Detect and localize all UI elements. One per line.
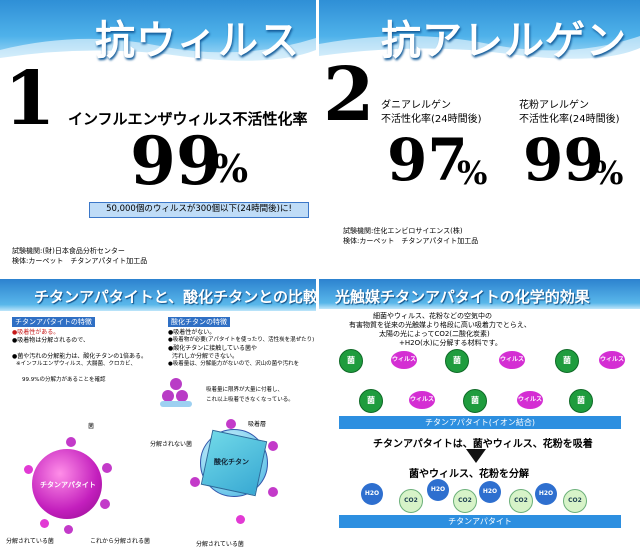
label-decomposed: 分解されている菌 xyxy=(196,541,244,548)
pollen-percent-sign: % xyxy=(593,154,624,192)
pollen-rate-label: 不活性化率(24時間後) xyxy=(519,114,620,125)
h2o-molecule: H2O xyxy=(535,483,557,505)
panel-antivirus: 抗ウィルス 1 インフルエンザウィルス不活性化率 99 % 50,000個のウィ… xyxy=(0,0,316,275)
label-bacteria: 菌 xyxy=(88,423,95,430)
panel-antiallergen: 抗アレルゲン 2 ダニアレルゲン 不活性化率(24時間後) 97 % 花粉アレル… xyxy=(319,0,640,275)
panel-comparison: チタンアパタイトと、酸化チタンとの比較 チタンアパタイトの特徴 ●吸着性がある。… xyxy=(0,279,316,551)
virus-particle: ウィルス xyxy=(391,351,417,369)
percent-value: 99 xyxy=(130,122,222,200)
apatite-feature-item: ●吸着性がある。 xyxy=(12,329,60,336)
bacteria-dot xyxy=(24,465,33,474)
panel-title: チタンアパタイトと、酸化チタンとの比較 xyxy=(34,288,316,306)
test-institution: 試験機関:住化エンビロサイエンス(株) xyxy=(343,227,463,235)
surface-layer xyxy=(160,401,192,407)
panel-banner xyxy=(319,0,640,66)
titania-feature-item: ●吸着物が必要(アパタイトを使ったり、活性炭を混ぜたり) xyxy=(168,337,315,343)
bacteria-dot xyxy=(40,519,49,528)
percent-sign: % xyxy=(212,146,249,191)
bacteria-particle: 菌 xyxy=(555,349,579,373)
adsorb-note: 吸着量に限界が大量に付着し、 xyxy=(206,387,284,393)
panel-number: 1 xyxy=(4,56,56,142)
mite-label: ダニアレルゲン xyxy=(381,100,451,111)
virus-particle: ウィルス xyxy=(599,351,625,369)
bacteria-dot xyxy=(102,463,112,473)
intro-line: 太陽の光によってCO2(二酸化炭素) xyxy=(379,330,490,338)
titania-feature-item: ●酸化チタンに接触している菌や xyxy=(168,345,258,352)
apatite-ionic-bar: チタンアパタイト(イオン結合) xyxy=(339,416,621,429)
bacteria-particle: 菌 xyxy=(569,389,593,413)
panel-banner xyxy=(0,279,316,311)
label-not-decomposed: 分解されない菌 xyxy=(150,441,193,448)
co2-molecule: CO2 xyxy=(453,489,477,513)
titania-label: 酸化チタン xyxy=(214,458,249,466)
bacteria-dot xyxy=(100,499,110,509)
decompose-text: 菌やウィルス、花粉を分解 xyxy=(409,469,529,480)
pollen-label: 花粉アレルゲン xyxy=(519,100,589,111)
titania-features-heading: 酸化チタンの特徴 xyxy=(168,317,230,327)
bacteria-dot xyxy=(268,487,278,497)
bacteria-dot xyxy=(190,477,200,487)
adsorb-text: チタンアパタイトは、菌やウィルス、花粉を吸着 xyxy=(373,439,593,450)
mite-percent: 97 xyxy=(387,126,468,194)
label-adsorb-layer: 吸着層 xyxy=(248,421,267,428)
panel-banner xyxy=(319,279,640,309)
co2-molecule: CO2 xyxy=(563,489,587,513)
panel-heading: インフルエンザウィルス不活性化率 xyxy=(68,110,308,128)
result-box: 50,000個のウィルスが300個以下(24時間後)に! xyxy=(89,202,309,218)
co2-molecule: CO2 xyxy=(399,489,423,513)
bacteria-dot xyxy=(66,437,76,447)
h2o-molecule: H2O xyxy=(427,479,449,501)
co2-molecule: CO2 xyxy=(509,489,533,513)
test-sample: 検体:カーペット チタンアパタイト加工品 xyxy=(343,237,479,245)
test-institution: 試験機関:(財)日本食品分析センター xyxy=(12,247,125,255)
bacteria-dot xyxy=(268,441,278,451)
panel-chemical-effect: 光触媒チタンアパタイトの化学的効果 細菌やウィルス、花粉などの空気中の 有害物質… xyxy=(319,279,640,551)
titania-feature-item: ●吸着量は、分解能力がないので、沢山の菌や汚れを xyxy=(168,361,300,367)
bacteria-dot xyxy=(170,378,182,390)
intro-line: 有害物質を従来の光触媒より格段に高い吸着力でとらえ、 xyxy=(349,321,531,329)
test-sample: 検体:カーペット チタンアパタイト加工品 xyxy=(12,257,148,265)
panel-banner xyxy=(0,0,316,66)
virus-particle: ウィルス xyxy=(409,391,435,409)
mite-percent-sign: % xyxy=(457,154,488,192)
h2o-molecule: H2O xyxy=(361,483,383,505)
bacteria-particle: 菌 xyxy=(445,349,469,373)
panel-number: 2 xyxy=(323,52,375,138)
panel-title: 抗アレルゲン xyxy=(381,17,627,64)
mite-rate-label: 不活性化率(24時間後) xyxy=(381,114,482,125)
intro-line: +H2O(水)に分解する材料です。 xyxy=(399,339,502,347)
pollen-percent: 99 xyxy=(523,126,604,194)
bacteria-particle: 菌 xyxy=(463,389,487,413)
label-decomposed: 分解されている菌 xyxy=(6,538,54,545)
apatite-bar: チタンアパタイト xyxy=(339,515,621,528)
apatite-particle xyxy=(32,449,102,519)
label-to-decompose: これから分解される菌 xyxy=(90,538,151,545)
down-arrow-icon xyxy=(466,449,486,463)
titania-feature-item: ●吸着性がない。 xyxy=(168,329,216,336)
apatite-feature-item: ●吸着物は分解されるので、 xyxy=(12,337,89,344)
h2o-molecule: H2O xyxy=(479,481,501,503)
adsorb-note: これ以上吸着できなくなっている。 xyxy=(206,397,294,403)
bacteria-dot xyxy=(64,525,73,534)
apatite-features-heading: チタンアパタイトの特徴 xyxy=(12,317,95,327)
bacteria-dot xyxy=(176,390,188,402)
apatite-feature-item: ※インフルエンザウィルス、大腸菌、クロカビ、 xyxy=(16,361,136,367)
panel-title: 抗ウィルス xyxy=(95,17,300,64)
bacteria-particle: 菌 xyxy=(339,349,363,373)
apatite-label: チタンアパタイト xyxy=(40,481,96,489)
intro-line: 細菌やウィルス、花粉などの空気中の xyxy=(373,312,492,320)
titania-feature-item: 汚れしか分解できない。 xyxy=(172,353,239,360)
virus-particle: ウィルス xyxy=(517,391,543,409)
bacteria-dot xyxy=(236,515,245,524)
apatite-feature-item: ●菌や汚れの分解能力は、酸化チタンの1倍ある。 xyxy=(12,353,148,360)
bacteria-dot xyxy=(226,419,236,429)
panel-title: 光触媒チタンアパタイトの化学的効果 xyxy=(335,288,590,306)
virus-particle: ウィルス xyxy=(499,351,525,369)
bacteria-particle: 菌 xyxy=(359,389,383,413)
bacteria-dot xyxy=(162,390,174,402)
apatite-feature-item: 99.9%の分解力があることを確認 xyxy=(22,377,106,383)
